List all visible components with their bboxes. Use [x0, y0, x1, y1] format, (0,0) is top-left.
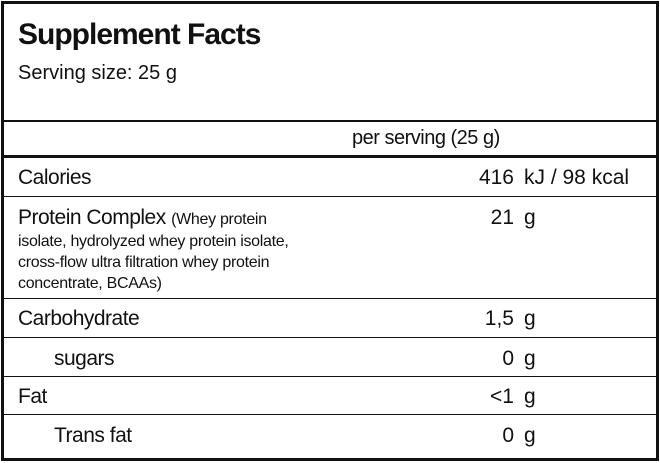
unit: g	[524, 385, 536, 408]
unit: g	[524, 307, 536, 330]
amount: 416	[478, 166, 514, 189]
row: sugars 0 g	[4, 339, 656, 377]
amount: 0	[502, 423, 514, 447]
row: Trans fat 0 g	[4, 416, 656, 458]
row-description: (Whey protein isolate, hydrolyzed whey p…	[18, 210, 289, 292]
amount: 0	[502, 346, 514, 370]
amount: <1	[490, 385, 514, 408]
unit: g	[524, 205, 536, 229]
row: Fat <1 g	[4, 377, 656, 415]
unit: g	[524, 346, 536, 370]
column-header-row: per serving (25 g)	[4, 122, 656, 158]
row-name: Protein Complex	[18, 205, 166, 229]
row-name: Calories	[18, 166, 92, 189]
unit: kJ / 98 kcal	[524, 166, 630, 189]
amount: 21	[490, 205, 514, 229]
serving-size: Serving size: 25 g	[18, 62, 177, 84]
row: Protein Complex (Whey protein isolate, h…	[4, 198, 656, 299]
row: Carbohydrate 1,5 g	[4, 299, 656, 338]
row-name: Fat	[18, 385, 47, 408]
unit: g	[524, 423, 536, 447]
row-name: Carbohydrate	[18, 307, 140, 330]
row-name: Trans fat	[54, 423, 132, 447]
row-name-block: Protein Complex (Whey protein isolate, h…	[18, 206, 318, 293]
row-name: sugars	[54, 346, 115, 370]
column-header: per serving (25 g)	[352, 127, 500, 149]
amount: 1,5	[484, 307, 514, 330]
row: Calories 416 kJ / 98 kcal	[4, 158, 656, 197]
header: Supplement Facts Serving size: 25 g	[4, 4, 656, 122]
title: Supplement Facts	[18, 18, 261, 51]
